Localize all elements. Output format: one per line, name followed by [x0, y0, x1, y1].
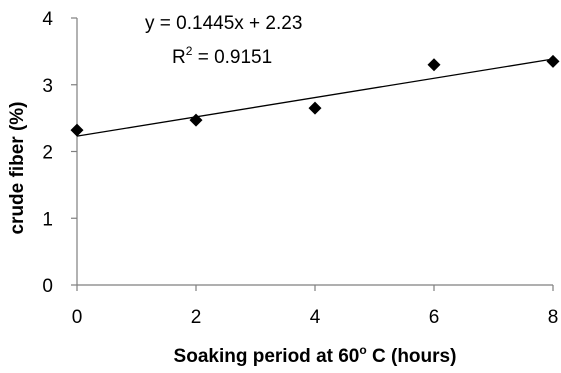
data-point-marker	[189, 113, 203, 127]
y-tick-label: 2	[42, 143, 53, 164]
trendline-equation: y = 0.1445x + 2.23	[145, 13, 302, 34]
y-tick-label: 1	[42, 209, 53, 230]
x-tick-label: 6	[429, 307, 440, 328]
x-axis-title: Soaking period at 60o C (hours)	[174, 343, 457, 367]
r-squared-label: R2 = 0.9151	[172, 44, 272, 68]
y-tick-label: 0	[42, 276, 53, 297]
x-axis-title-main: Soaking period at 60	[174, 346, 360, 367]
y-tick-label: 3	[42, 76, 53, 97]
axes	[76, 18, 553, 286]
y-tick-label: 4	[42, 9, 53, 30]
x-tick-label: 8	[548, 307, 559, 328]
x-axis-title-tail: C (hours)	[367, 346, 457, 367]
trendline	[76, 58, 554, 137]
data-point-marker	[70, 123, 84, 137]
x-ticks: 0 2 4 6 8	[72, 285, 559, 328]
x-tick-label: 2	[191, 307, 202, 328]
data-point-marker	[546, 54, 560, 68]
x-tick-label: 4	[310, 307, 321, 328]
data-points	[70, 54, 560, 137]
r-squared-symbol: R	[172, 47, 186, 68]
x-axis-title-superscript: o	[359, 343, 366, 357]
data-point-marker	[308, 101, 322, 115]
data-point-marker	[427, 58, 441, 72]
y-axis-title: crude fiber (%)	[7, 101, 28, 234]
r-squared-value: = 0.9151	[192, 47, 272, 68]
r-squared-superscript: 2	[186, 44, 193, 58]
y-ticks: 0 1 2 3 4	[42, 9, 77, 297]
x-tick-label: 0	[72, 307, 83, 328]
